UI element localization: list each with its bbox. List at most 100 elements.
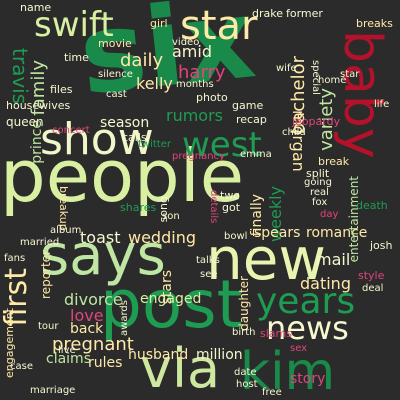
word-says: says — [40, 223, 166, 288]
word-calls: calls — [122, 131, 147, 144]
word-slams: slams — [260, 327, 292, 340]
word-going: going — [304, 177, 332, 188]
word-style: style — [358, 269, 385, 282]
word-day: day — [320, 209, 339, 220]
word-back: back — [70, 321, 104, 337]
word-name: name — [20, 1, 52, 14]
word-album: album — [50, 225, 82, 236]
word-toast: toast — [80, 228, 121, 247]
word-date: date — [234, 367, 257, 378]
word-see: see — [200, 269, 218, 280]
word-movie: movie — [98, 37, 132, 50]
word-break: break — [318, 155, 350, 168]
word-drake: drake — [252, 7, 283, 20]
word-new: new — [206, 225, 326, 293]
word-got: got — [222, 201, 241, 214]
word-marriage: marriage — [30, 385, 76, 396]
word-twitter: twitter — [138, 139, 171, 150]
word-daughter: daughter — [237, 276, 251, 331]
word-baby: baby — [332, 30, 392, 159]
word-housewives: housewives — [6, 99, 71, 112]
word-awards: awards — [119, 300, 130, 336]
word-files: files — [50, 83, 73, 96]
word-fox: fox — [312, 197, 328, 208]
word-entertainment: entertainment — [347, 176, 361, 263]
word-west: west — [182, 125, 262, 165]
word-real: real — [310, 187, 329, 198]
word-fans: fans — [4, 253, 26, 264]
word-stars: stars — [159, 270, 175, 305]
word-news: news — [266, 309, 349, 347]
word-son: son — [162, 211, 180, 222]
word-live: live — [58, 345, 76, 356]
word-pregnant: pregnant — [52, 334, 134, 355]
word-engaged: engaged — [140, 291, 202, 307]
word-harry: harry — [178, 62, 226, 83]
word-months: months — [176, 79, 214, 90]
word-kim: kim — [240, 342, 336, 400]
word-host: host — [236, 379, 258, 390]
word-wedding: wedding — [128, 228, 196, 247]
word-dating: dating — [300, 274, 351, 293]
word-husband: husband — [128, 347, 189, 363]
word-concert: concert — [52, 125, 90, 136]
word-pregnancy: pregnancy — [172, 151, 225, 162]
word-emma: emma — [240, 149, 272, 160]
word-sex: sex — [290, 343, 308, 354]
word-romance: romance — [306, 225, 368, 241]
word-photo: photo — [196, 91, 228, 104]
word-amid: amid — [172, 42, 212, 61]
word-silence: silence — [98, 69, 133, 80]
word-split: split — [306, 167, 330, 180]
word-story: story — [290, 371, 326, 387]
word-case: case — [10, 361, 33, 372]
word-life: life — [374, 99, 390, 110]
word-special: special — [310, 60, 321, 95]
word-kelly: kelly — [136, 74, 173, 93]
word-claims: claims — [46, 351, 91, 367]
word-reporter: reporter — [39, 250, 53, 299]
word-morgan: morgan — [289, 110, 308, 172]
word-josh: josh — [370, 239, 393, 252]
word-post: post — [100, 266, 243, 343]
word-rumors: rumors — [166, 106, 224, 125]
word-swift: swift — [34, 5, 114, 45]
word-cast: cast — [106, 89, 127, 100]
word-shares: shares — [120, 201, 157, 214]
word-season: season — [100, 115, 150, 131]
word-years: years — [256, 281, 356, 322]
word-divorce: divorce — [64, 290, 123, 309]
word-talks: talks — [196, 255, 220, 266]
word-free: free — [262, 387, 282, 398]
word-via: via — [140, 337, 221, 400]
word-details: details — [208, 190, 219, 224]
word-jeopardy: jeopardy — [292, 115, 341, 128]
word-wife: wife — [276, 63, 297, 74]
word-former: former — [286, 7, 323, 20]
word-spears: spears — [254, 225, 301, 241]
word-game: game — [232, 99, 264, 112]
word-million: million — [196, 347, 243, 363]
word-travis: travis — [8, 48, 32, 105]
word-girl: girl — [150, 17, 168, 30]
word-recap: recap — [236, 113, 267, 126]
word-mail: mail — [316, 250, 351, 269]
word-video: video — [172, 37, 200, 48]
word-birth: birth — [232, 327, 256, 338]
word-show: show — [40, 114, 154, 165]
word-love: love — [70, 306, 104, 325]
word-time: time — [64, 51, 89, 64]
word-star-small: star — [340, 69, 360, 80]
word-rules: rules — [88, 355, 123, 371]
word-bowl: bowl — [224, 231, 248, 242]
word-home: home — [318, 75, 347, 86]
word-married: married — [20, 237, 60, 248]
word-deal: deal — [362, 283, 384, 294]
word-breakup: breakup — [57, 186, 70, 231]
word-breaks: breaks — [356, 17, 393, 30]
word-two: two — [220, 189, 241, 202]
word-star: star — [180, 3, 258, 49]
word-people: people — [0, 134, 245, 218]
word-death: death — [356, 199, 388, 212]
